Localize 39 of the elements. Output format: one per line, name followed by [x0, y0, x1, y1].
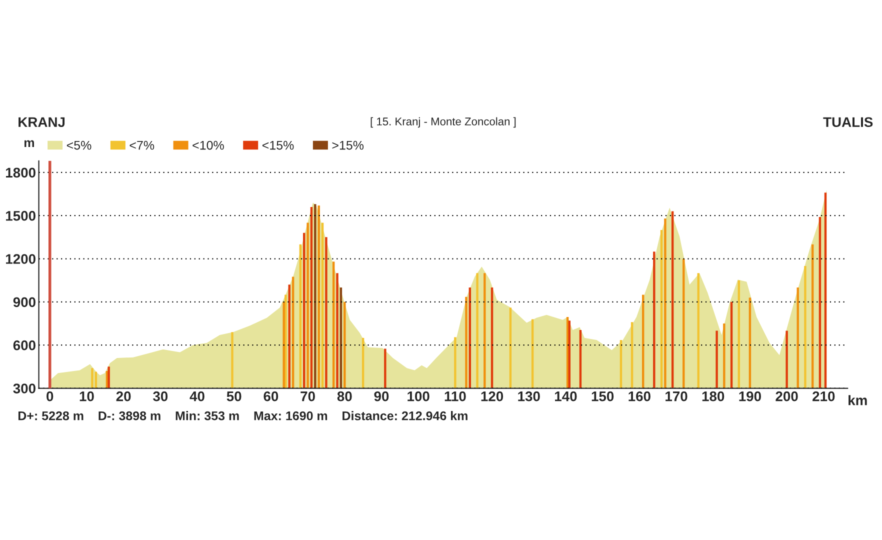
x-tick-label: 50: [226, 391, 242, 402]
chart-title: [ 15. Kranj - Monte Zoncolan ]: [370, 117, 516, 128]
text: TUALIS: [823, 117, 873, 128]
legend-label: <5%: [66, 140, 92, 150]
x-tick-label: 30: [153, 391, 168, 402]
x-tick-label: 180: [702, 391, 724, 402]
y-tick-label: 1500: [6, 210, 36, 221]
x-tick-label: 40: [190, 391, 204, 402]
x-tick-label: 100: [408, 391, 430, 402]
legend-label: <15%: [262, 140, 294, 150]
legend-label: <7%: [130, 140, 154, 150]
legend-label: >15%: [332, 140, 364, 150]
x-tick-label: 0: [46, 391, 54, 402]
y-tick-label: 900: [13, 297, 36, 308]
y-tick-label: 1200: [6, 254, 36, 264]
x-tick-label: 170: [666, 391, 688, 402]
x-tick-label: 60: [264, 391, 278, 402]
text: D+: 5228 m D-: 3898 m Min: 353 m Max: 1690 m Distance: 212.946 km: [18, 411, 468, 420]
y-tick-label: 600: [13, 340, 36, 350]
x-tick-label: 80: [337, 391, 352, 402]
text: KRANJ: [18, 117, 65, 128]
x-tick-label: 20: [116, 391, 131, 402]
x-tick-label: 130: [518, 391, 540, 402]
x-tick-label: 190: [739, 391, 761, 402]
x-tick-label: 160: [628, 391, 650, 402]
y-tick-label: 300: [13, 384, 36, 394]
x-tick-label: 120: [481, 391, 504, 402]
x-tick-label: 90: [374, 391, 389, 402]
x-tick-label: 70: [300, 391, 315, 402]
y-tick-label: 1800: [6, 168, 36, 178]
x-tick-label: 10: [80, 391, 94, 402]
x-tick-label: 110: [444, 391, 466, 402]
x-tick-label: 200: [776, 391, 798, 402]
x-tick-label: 140: [555, 391, 577, 402]
legend-label: <10%: [192, 140, 224, 150]
y-axis-title: m: [24, 140, 34, 147]
x-tick-label: 210: [812, 391, 835, 402]
x-axis-title: km: [848, 395, 867, 406]
x-tick-label: 150: [592, 391, 614, 402]
